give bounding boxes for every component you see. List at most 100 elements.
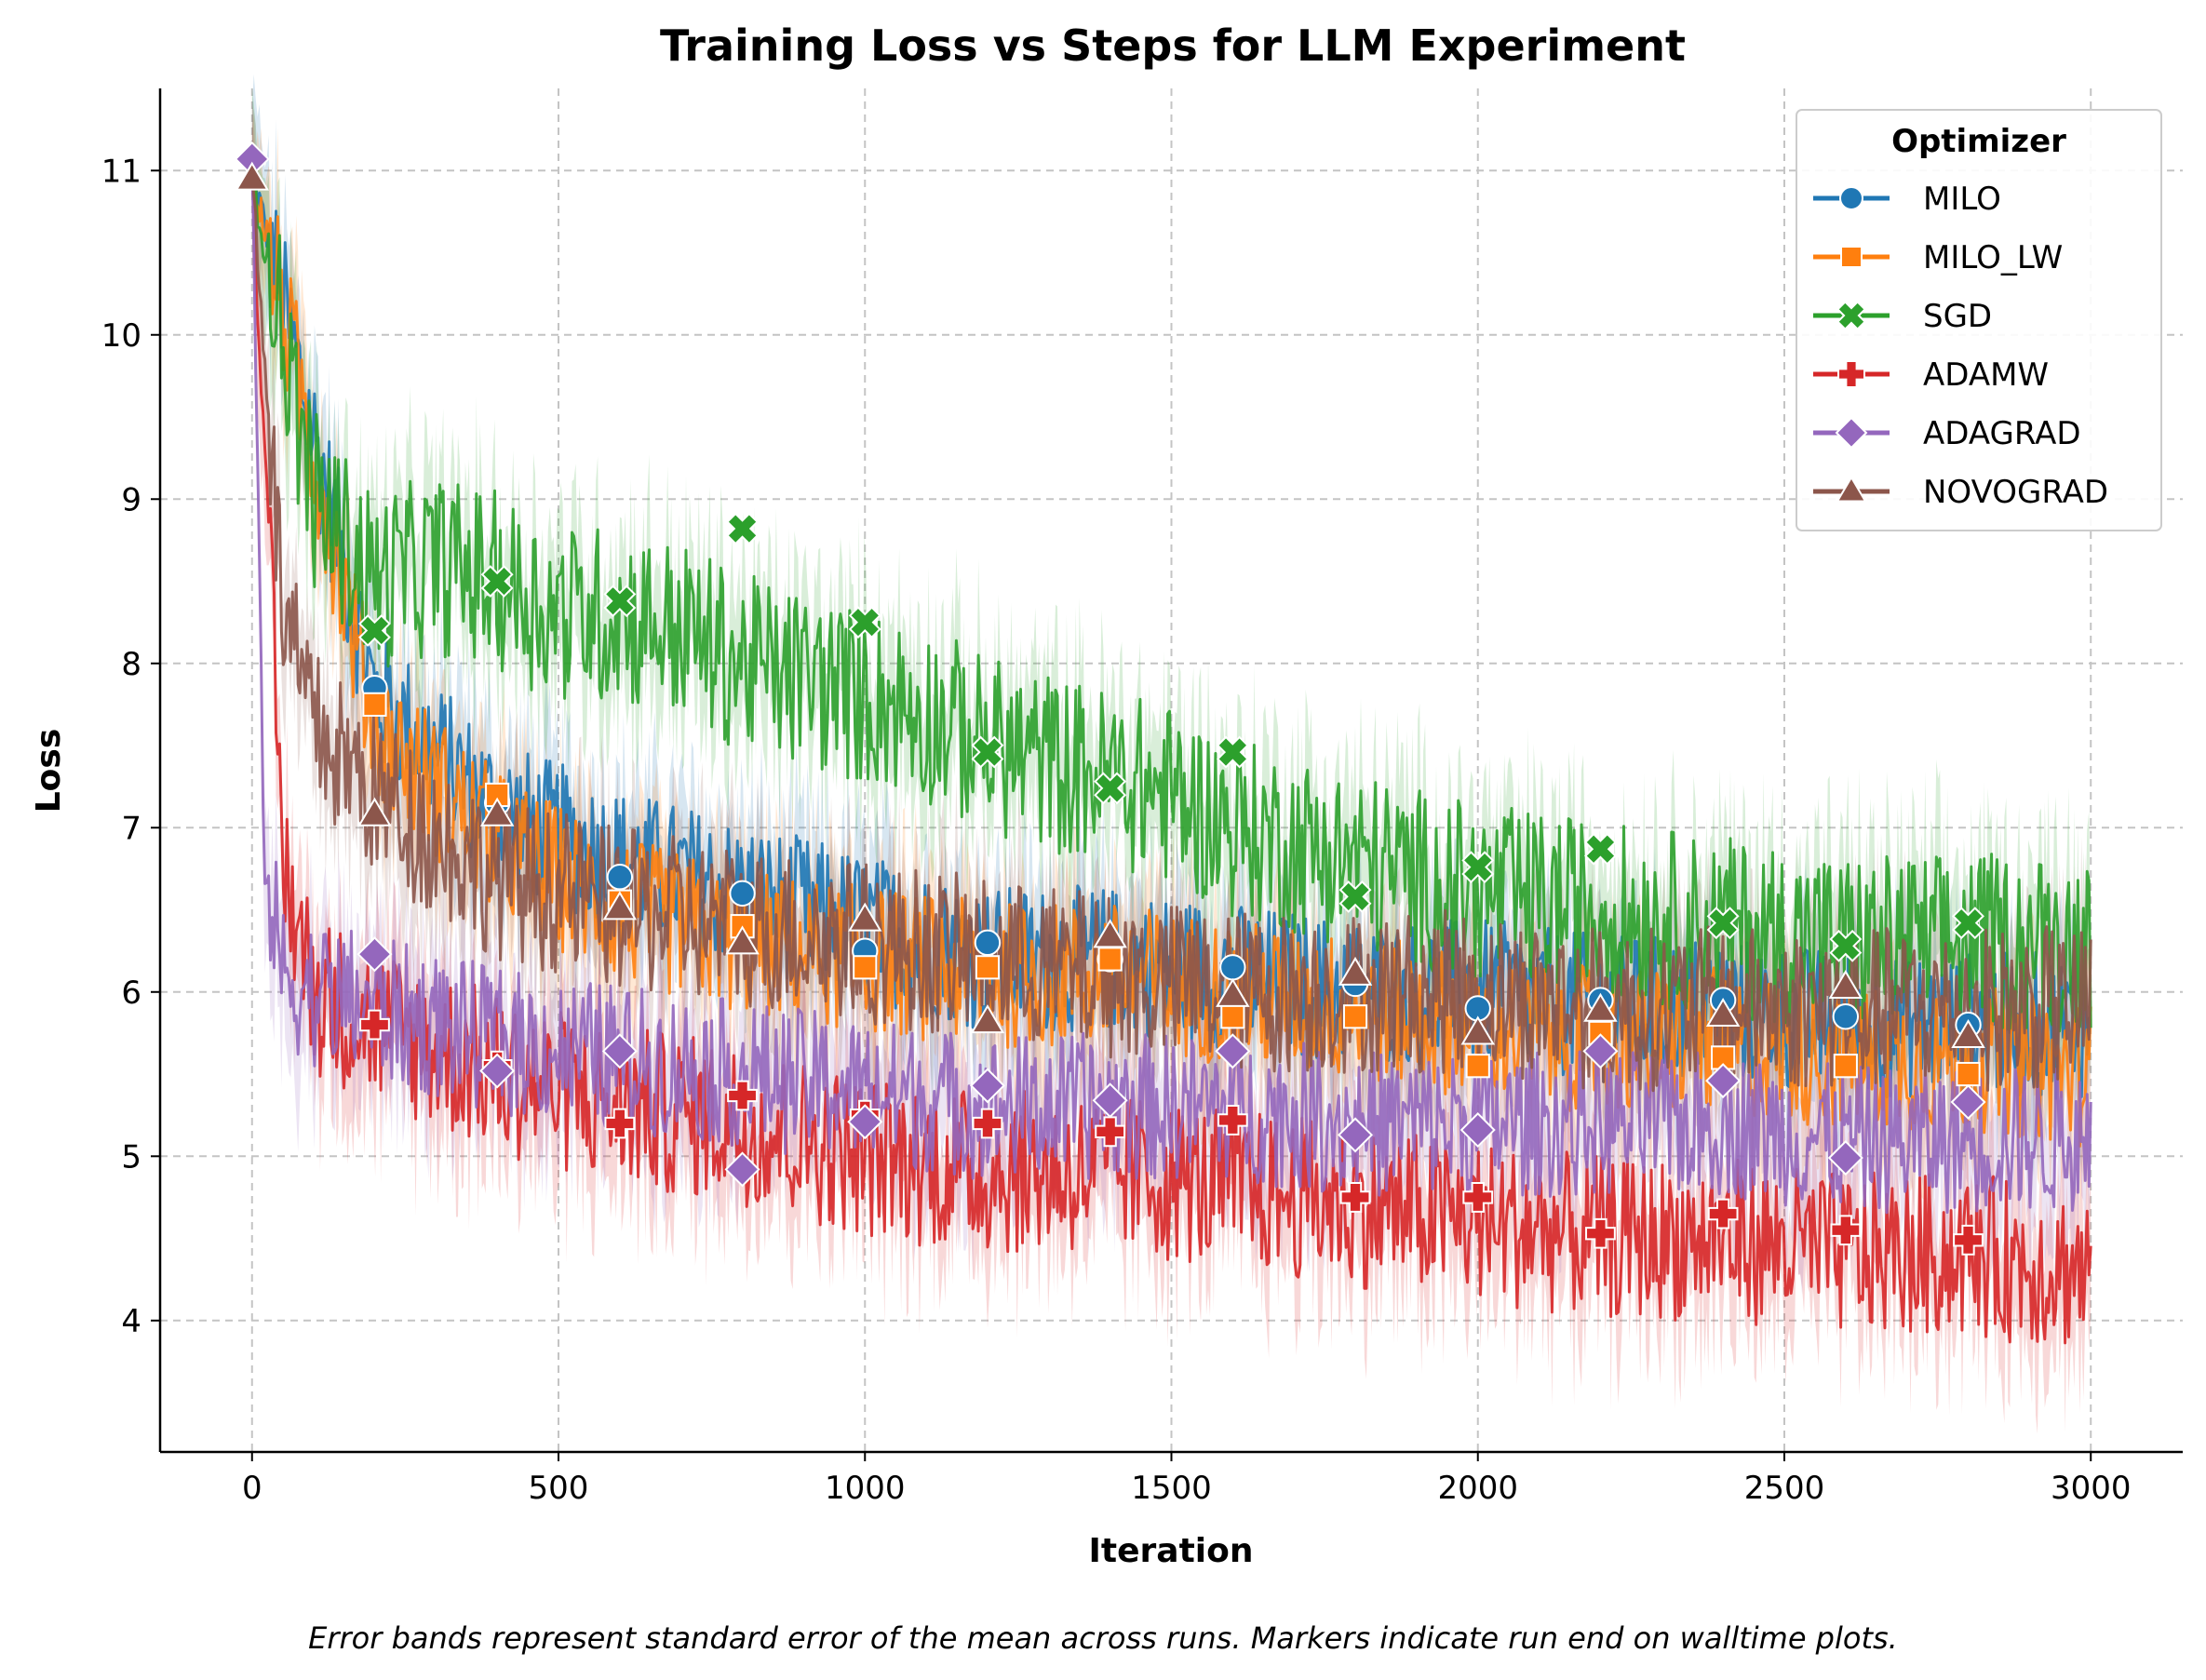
marker-milo	[1832, 1003, 1860, 1030]
marker-milo-lw	[975, 955, 1001, 980]
marker-novograd	[1338, 956, 1373, 986]
marker-adamw	[727, 1080, 758, 1111]
marker-sgd-shape	[1338, 880, 1372, 913]
marker-sgd-shape	[358, 614, 391, 647]
marker-sgd-shape	[1952, 907, 1984, 940]
marker-adamw	[1217, 1105, 1248, 1136]
marker-sgd	[480, 565, 514, 598]
legend-marker	[1840, 246, 1863, 268]
marker-adagrad	[1705, 1063, 1742, 1099]
marker-novograd	[1705, 998, 1741, 1028]
x-tick-label: 2500	[1744, 1470, 1825, 1507]
chart-title: Training Loss vs Steps for LLM Experimen…	[660, 20, 1686, 71]
marker-sgd-shape	[1706, 907, 1740, 940]
marker-novograd	[1828, 970, 1863, 1000]
marker-adagrad	[1950, 1084, 1986, 1121]
marker-adagrad	[1582, 1033, 1619, 1069]
marker-novograd	[725, 925, 760, 955]
marker-adamw	[359, 1009, 390, 1041]
marker-adamw	[1095, 1116, 1126, 1148]
marker-sgd	[1829, 929, 1863, 962]
marker-milo	[729, 880, 756, 907]
legend-label: SGD	[1923, 298, 1992, 335]
legend-box	[1796, 109, 2162, 531]
marker-milo	[974, 929, 1002, 957]
marker-sgd-shape	[848, 606, 881, 639]
series-markers	[234, 141, 1986, 1256]
marker-sgd-shape	[971, 735, 1004, 769]
marker-sgd	[1461, 851, 1495, 884]
marker-adagrad	[1459, 1112, 1496, 1149]
marker-milo-lw	[1833, 1054, 1858, 1079]
marker-sgd-shape	[726, 512, 759, 545]
marker-sgd	[1706, 907, 1740, 940]
marker-novograd	[848, 902, 882, 932]
legend: Optimizer MILO MILO_LW SGD ADAMW ADAGRAD NOVO…	[1796, 109, 2162, 531]
y-tick-label: 9	[121, 481, 141, 518]
marker-sgd-shape	[1584, 832, 1617, 866]
legend-title: Optimizer	[1891, 123, 2066, 160]
y-tick-label: 10	[101, 317, 141, 355]
marker-novograd	[1216, 977, 1250, 1007]
marker-milo-lw	[1465, 1054, 1490, 1079]
y-axis-ticks: 4 5 6 7 8 9 10 11	[101, 153, 160, 1340]
x-tick-label: 500	[529, 1470, 589, 1507]
x-tick-label: 0	[242, 1470, 262, 1507]
marker-novograd	[357, 797, 392, 827]
marker-adamw	[972, 1108, 1003, 1139]
marker-sgd	[603, 585, 637, 618]
legend-label: MILO	[1923, 181, 2001, 218]
marker-sgd	[726, 512, 759, 545]
marker-adamw	[1830, 1215, 1862, 1246]
marker-sgd	[1584, 832, 1617, 866]
marker-sgd-shape	[480, 565, 514, 598]
y-tick-label: 7	[121, 810, 141, 847]
chart-caption: Error bands represent standard error of …	[308, 1620, 1898, 1656]
marker-sgd-shape	[1829, 929, 1863, 962]
legend-label: MILO_LW	[1923, 239, 2063, 276]
x-tick-label: 3000	[2051, 1470, 2132, 1507]
marker-novograd	[602, 891, 638, 921]
marker-milo-lw	[362, 692, 387, 717]
legend-label: NOVOGRAD	[1923, 474, 2108, 511]
marker-adagrad	[1092, 1082, 1128, 1119]
marker-sgd	[1094, 772, 1127, 805]
marker-adagrad	[601, 1033, 638, 1069]
legend-marker	[1837, 360, 1865, 388]
marker-adagrad	[847, 1104, 883, 1140]
marker-adagrad	[969, 1068, 1005, 1104]
legend-label: ADAGRAD	[1923, 415, 2081, 452]
marker-adamw	[604, 1108, 636, 1139]
marker-novograd	[1460, 1015, 1495, 1045]
marker-milo-lw	[1097, 947, 1123, 972]
y-tick-label: 5	[121, 1138, 141, 1176]
y-tick-label: 11	[101, 153, 141, 190]
marker-novograd	[1951, 1018, 1985, 1048]
marker-sgd	[1338, 880, 1372, 913]
marker-adagrad	[1215, 1033, 1251, 1069]
marker-novograd	[1093, 919, 1127, 948]
legend-marker	[1836, 476, 1867, 503]
marker-adagrad	[356, 936, 393, 973]
legend-marker	[1835, 416, 1868, 450]
marker-novograd	[970, 1004, 1005, 1034]
error-band-adagrad	[251, 115, 2092, 1306]
marker-adagrad	[479, 1053, 516, 1089]
marker-milo-lw	[1220, 1004, 1245, 1029]
x-axis-label: Iteration	[1089, 1532, 1254, 1570]
marker-sgd-shape	[603, 585, 637, 618]
marker-sgd-shape	[1094, 772, 1127, 805]
marker-adamw	[1707, 1198, 1739, 1230]
marker-sgd	[971, 735, 1004, 769]
marker-sgd	[848, 606, 881, 639]
marker-sgd	[358, 614, 391, 647]
y-tick-label: 4	[121, 1303, 141, 1340]
marker-adagrad	[724, 1151, 760, 1188]
marker-milo-lw	[853, 955, 878, 980]
y-axis-label: Loss	[30, 729, 68, 813]
marker-adamw	[1953, 1224, 1984, 1256]
marker-milo	[1219, 954, 1246, 981]
x-tick-label: 1000	[825, 1470, 906, 1507]
series-lines	[250, 152, 2092, 1345]
